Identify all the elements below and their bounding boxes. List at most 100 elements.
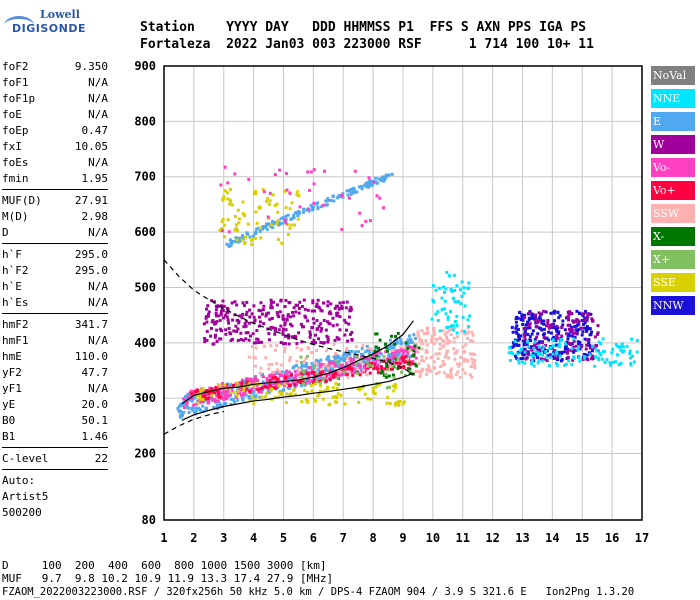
data-point bbox=[278, 310, 282, 314]
data-point bbox=[390, 172, 394, 176]
data-point bbox=[324, 349, 328, 353]
data-point bbox=[406, 342, 410, 346]
data-point bbox=[313, 398, 317, 402]
data-point bbox=[534, 346, 538, 350]
data-point bbox=[260, 373, 264, 377]
data-point bbox=[400, 349, 404, 353]
data-point bbox=[466, 336, 470, 340]
data-point bbox=[288, 301, 292, 305]
data-point bbox=[371, 355, 375, 359]
data-point bbox=[267, 367, 271, 371]
data-point bbox=[264, 356, 268, 360]
data-point bbox=[205, 320, 209, 324]
data-point bbox=[320, 327, 324, 331]
data-point bbox=[339, 306, 343, 310]
data-point bbox=[569, 343, 573, 347]
y-tick-label: 900 bbox=[134, 59, 156, 73]
data-point bbox=[449, 369, 453, 373]
data-point bbox=[521, 318, 525, 322]
data-point bbox=[516, 350, 520, 354]
param-key: foF1 bbox=[2, 76, 29, 89]
data-point bbox=[214, 304, 218, 308]
data-point bbox=[540, 357, 544, 361]
data-point bbox=[222, 195, 226, 199]
data-point bbox=[294, 374, 298, 378]
data-point bbox=[469, 339, 473, 343]
data-point bbox=[192, 395, 196, 399]
data-point bbox=[297, 380, 301, 384]
data-point bbox=[555, 363, 559, 367]
x-tick-label: 7 bbox=[340, 531, 347, 545]
data-point bbox=[377, 346, 381, 350]
data-point bbox=[212, 406, 216, 410]
data-point bbox=[471, 333, 475, 337]
data-point bbox=[360, 386, 364, 390]
data-point bbox=[315, 202, 319, 206]
data-point bbox=[301, 210, 305, 214]
data-point bbox=[556, 326, 560, 330]
data-point bbox=[456, 370, 460, 374]
data-point bbox=[549, 331, 553, 335]
logo-line1: Lowell bbox=[40, 8, 80, 21]
data-point bbox=[385, 173, 389, 177]
data-point bbox=[280, 221, 284, 225]
data-point bbox=[446, 325, 450, 329]
data-point bbox=[354, 362, 358, 366]
data-point bbox=[283, 321, 287, 325]
data-point bbox=[296, 217, 300, 221]
data-point bbox=[399, 357, 403, 361]
data-point bbox=[271, 382, 275, 386]
data-point bbox=[232, 398, 236, 402]
data-point bbox=[190, 399, 194, 403]
data-point bbox=[566, 349, 570, 353]
data-point bbox=[283, 382, 287, 386]
data-point bbox=[207, 396, 211, 400]
data-point bbox=[325, 388, 329, 392]
data-point bbox=[279, 363, 283, 367]
data-point bbox=[583, 316, 587, 320]
param-key: B1 bbox=[2, 430, 16, 443]
data-point bbox=[206, 304, 210, 308]
data-point bbox=[394, 353, 398, 357]
data-point bbox=[547, 326, 551, 330]
data-point bbox=[312, 372, 316, 376]
data-point bbox=[446, 317, 450, 321]
data-point bbox=[186, 392, 190, 396]
data-point bbox=[348, 365, 352, 369]
data-point bbox=[254, 346, 258, 350]
data-point bbox=[392, 360, 396, 364]
data-point bbox=[557, 330, 561, 334]
data-point bbox=[603, 361, 607, 365]
data-point bbox=[568, 323, 572, 327]
data-point bbox=[382, 206, 386, 210]
data-point bbox=[327, 321, 331, 325]
data-point bbox=[469, 364, 473, 368]
data-point bbox=[317, 337, 321, 341]
data-point bbox=[432, 326, 436, 330]
data-point bbox=[374, 180, 378, 184]
data-point bbox=[176, 406, 180, 410]
data-point bbox=[258, 388, 262, 392]
data-point bbox=[268, 191, 272, 195]
data-point bbox=[341, 192, 345, 196]
data-point bbox=[266, 196, 270, 200]
data-point bbox=[338, 359, 342, 363]
data-point bbox=[192, 410, 196, 414]
data-point bbox=[379, 352, 383, 356]
param-value: 47.7 bbox=[81, 366, 109, 379]
data-point bbox=[384, 372, 388, 376]
data-point bbox=[276, 377, 280, 381]
data-point bbox=[276, 395, 280, 399]
data-point bbox=[554, 361, 558, 365]
data-point bbox=[619, 344, 623, 348]
data-point bbox=[338, 370, 342, 374]
data-point bbox=[577, 342, 581, 346]
data-point bbox=[240, 383, 244, 387]
data-point bbox=[536, 356, 540, 360]
data-point bbox=[434, 352, 438, 356]
data-point bbox=[583, 326, 587, 330]
data-point bbox=[292, 223, 296, 227]
data-point bbox=[204, 406, 208, 410]
data-point bbox=[299, 355, 303, 359]
data-point bbox=[410, 362, 414, 366]
